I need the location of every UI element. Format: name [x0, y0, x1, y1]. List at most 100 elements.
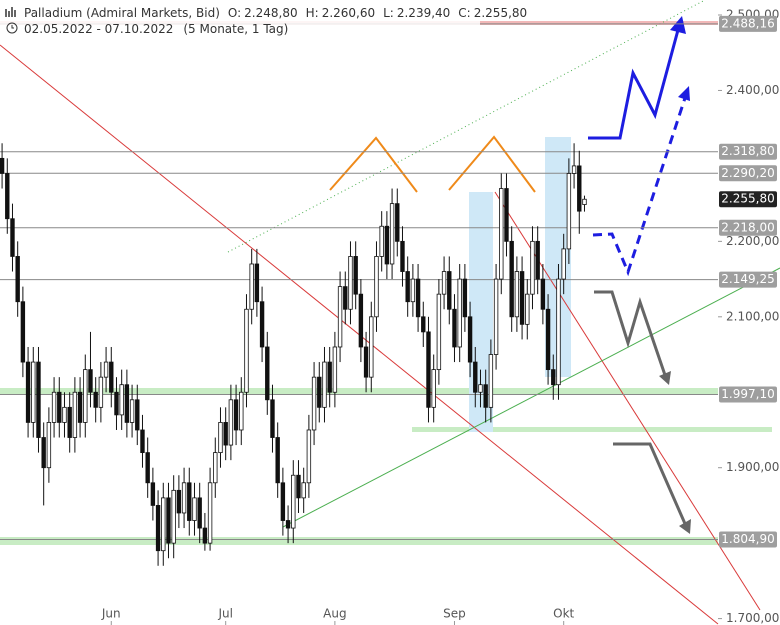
level-badge	[719, 219, 777, 236]
body	[525, 293, 530, 325]
header-line: 02.05.2022 - 07.10.2022 (5 Monate, 1 Tag)	[24, 22, 288, 36]
arrow-head	[670, 16, 686, 34]
body	[530, 240, 535, 295]
level-badge	[719, 271, 777, 288]
body	[561, 248, 566, 280]
body	[280, 482, 286, 521]
body	[395, 203, 400, 242]
arrow-head	[678, 86, 690, 101]
level-badge	[719, 15, 777, 32]
body	[213, 452, 218, 484]
badges: 2.488,16 2.318,80 2.290,20 2.255,80 2.218,00…	[719, 15, 777, 548]
body	[322, 361, 327, 408]
body	[187, 482, 192, 521]
body	[301, 482, 306, 499]
body	[270, 399, 275, 438]
body	[348, 256, 353, 310]
body	[509, 240, 514, 318]
body	[103, 361, 109, 378]
body	[233, 399, 239, 431]
body	[291, 474, 296, 529]
body	[332, 346, 338, 393]
level-badge	[719, 531, 777, 548]
body	[462, 278, 468, 318]
y-tick-label: 2.200,00	[726, 234, 779, 248]
body	[582, 198, 587, 205]
body	[327, 361, 332, 393]
level-badge	[719, 143, 777, 160]
body	[31, 361, 36, 423]
body	[140, 429, 145, 454]
body	[25, 361, 31, 423]
body	[46, 422, 52, 469]
body	[306, 429, 312, 484]
quote-key: H:	[306, 6, 319, 20]
body	[109, 361, 114, 393]
quote-value: 2.255,80	[474, 6, 527, 20]
body	[254, 263, 260, 303]
chart-title: Palladium (Admiral Markets, Bid)	[24, 6, 220, 20]
trend-line	[282, 267, 780, 528]
body	[20, 301, 26, 363]
body	[83, 369, 88, 423]
body	[343, 286, 348, 310]
level-label: 1.997,10	[721, 387, 774, 401]
header-line: Palladium (Admiral Markets, Bid) O: 2.248,…	[24, 6, 527, 20]
body	[545, 308, 551, 371]
body	[119, 384, 124, 416]
body	[150, 482, 156, 506]
body	[239, 391, 244, 431]
scenario-arrow	[588, 29, 680, 140]
body	[57, 391, 62, 423]
body	[415, 278, 421, 318]
body	[249, 263, 254, 310]
levels	[0, 23, 718, 540]
level-label: 2.255,80	[721, 192, 774, 206]
candles	[0, 143, 587, 566]
x-tick-label: Jun	[101, 607, 121, 621]
body	[223, 422, 228, 446]
body	[10, 218, 15, 257]
body	[114, 391, 119, 416]
body	[426, 331, 431, 408]
scenario-arrow	[594, 290, 668, 379]
scenario-arrow	[613, 442, 688, 527]
body	[493, 278, 499, 355]
body	[62, 406, 67, 423]
body	[275, 437, 280, 484]
body	[207, 482, 213, 544]
level-badge	[719, 165, 777, 182]
body	[36, 361, 41, 438]
body	[431, 369, 436, 408]
quote-key: C:	[458, 6, 470, 20]
body	[535, 240, 540, 280]
support-zone	[0, 537, 718, 545]
level-badge	[719, 386, 777, 403]
level-label: 1.804,90	[721, 532, 774, 546]
body	[436, 293, 442, 371]
support-zone	[412, 427, 772, 432]
body	[457, 278, 462, 348]
body	[556, 278, 561, 386]
level-badge	[719, 191, 777, 208]
body	[400, 240, 405, 272]
body	[337, 286, 343, 348]
body	[405, 271, 410, 303]
body	[514, 271, 520, 318]
x-tick-label: Okt	[553, 607, 574, 621]
body	[374, 256, 379, 318]
body	[51, 391, 57, 423]
body	[452, 308, 457, 348]
level-label: 2.149,25	[721, 272, 774, 286]
body	[15, 256, 20, 303]
level-label: 2.488,16	[721, 16, 774, 30]
quote-value: 2.260,60	[322, 6, 375, 20]
body	[285, 520, 291, 529]
body	[155, 505, 161, 552]
body	[41, 437, 46, 469]
body	[72, 391, 78, 438]
clock-icon	[6, 22, 18, 34]
body	[0, 157, 5, 174]
